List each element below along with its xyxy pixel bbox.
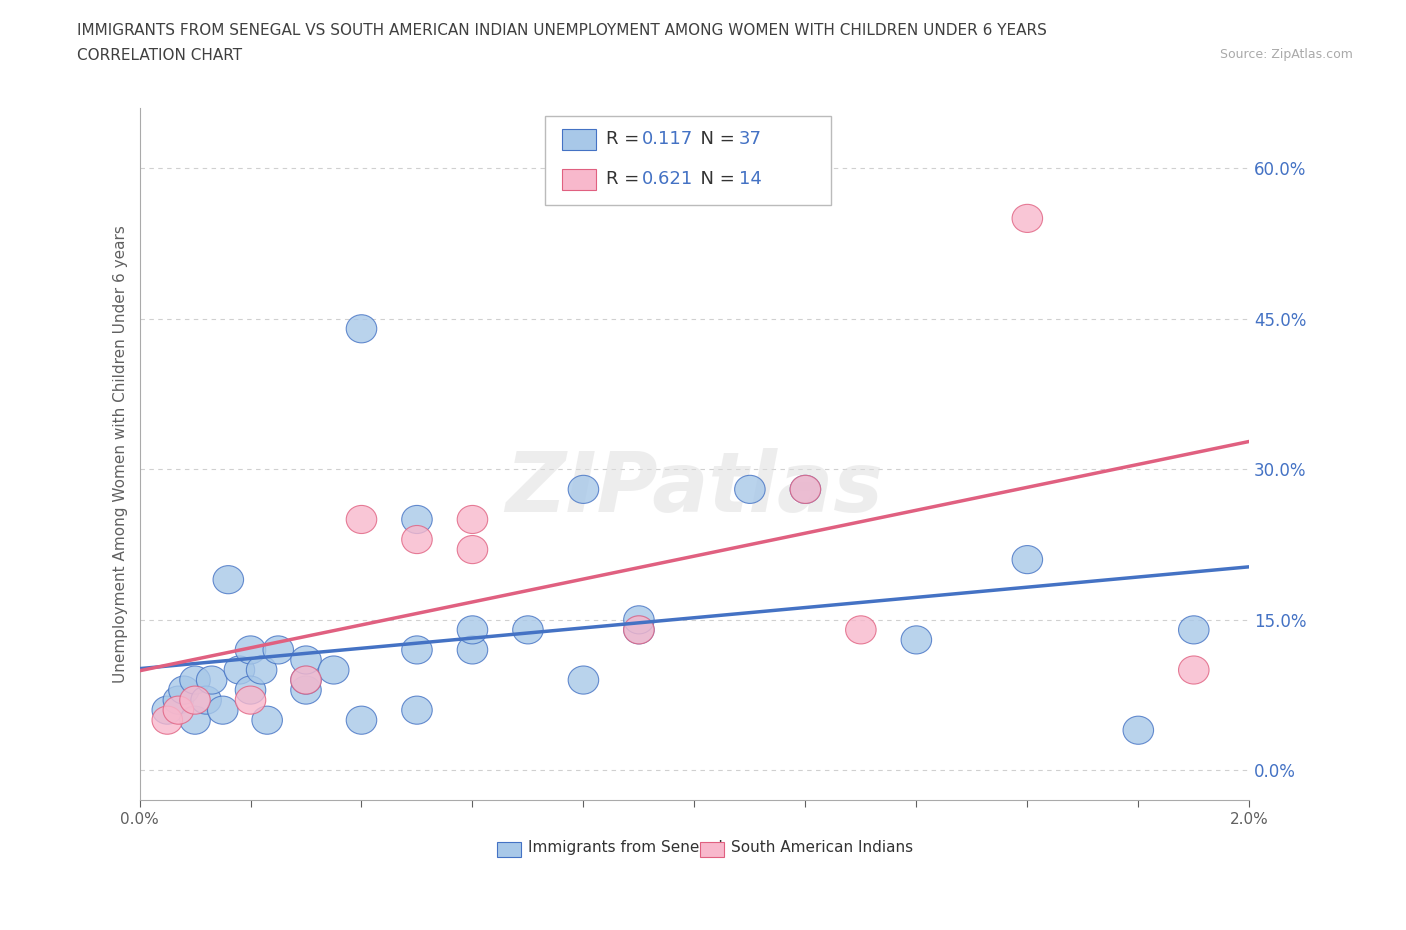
Ellipse shape	[169, 676, 200, 704]
Text: 37: 37	[738, 130, 762, 148]
Ellipse shape	[180, 686, 211, 714]
Ellipse shape	[291, 676, 321, 704]
Ellipse shape	[252, 706, 283, 735]
FancyBboxPatch shape	[496, 842, 522, 857]
Ellipse shape	[1012, 546, 1043, 574]
Ellipse shape	[1123, 716, 1153, 744]
Ellipse shape	[402, 636, 432, 664]
Ellipse shape	[208, 697, 238, 724]
Ellipse shape	[845, 616, 876, 644]
Ellipse shape	[624, 605, 654, 634]
Ellipse shape	[1178, 656, 1209, 684]
Ellipse shape	[152, 706, 183, 735]
FancyBboxPatch shape	[544, 116, 831, 205]
Ellipse shape	[263, 636, 294, 664]
Text: R =: R =	[606, 170, 644, 189]
Ellipse shape	[1012, 205, 1043, 232]
Text: CORRELATION CHART: CORRELATION CHART	[77, 48, 242, 63]
Text: 14: 14	[738, 170, 762, 189]
Ellipse shape	[163, 686, 194, 714]
Ellipse shape	[402, 525, 432, 553]
Ellipse shape	[291, 646, 321, 674]
Ellipse shape	[163, 697, 194, 724]
Ellipse shape	[457, 536, 488, 564]
Ellipse shape	[291, 666, 321, 694]
Ellipse shape	[734, 475, 765, 503]
Text: Immigrants from Senegal: Immigrants from Senegal	[527, 840, 723, 855]
FancyBboxPatch shape	[700, 842, 724, 857]
Text: IMMIGRANTS FROM SENEGAL VS SOUTH AMERICAN INDIAN UNEMPLOYMENT AMONG WOMEN WITH C: IMMIGRANTS FROM SENEGAL VS SOUTH AMERICA…	[77, 23, 1047, 38]
Ellipse shape	[1178, 616, 1209, 644]
Ellipse shape	[568, 666, 599, 694]
Text: ZIPatlas: ZIPatlas	[506, 448, 883, 529]
Text: R =: R =	[606, 130, 644, 148]
Ellipse shape	[291, 666, 321, 694]
Ellipse shape	[901, 626, 932, 654]
Ellipse shape	[346, 314, 377, 343]
Ellipse shape	[346, 505, 377, 534]
Ellipse shape	[235, 686, 266, 714]
Ellipse shape	[224, 656, 254, 684]
Ellipse shape	[790, 475, 821, 503]
Ellipse shape	[457, 505, 488, 534]
Ellipse shape	[624, 616, 654, 644]
Ellipse shape	[235, 676, 266, 704]
Ellipse shape	[180, 706, 211, 735]
FancyBboxPatch shape	[562, 169, 596, 190]
Ellipse shape	[790, 475, 821, 503]
Ellipse shape	[624, 616, 654, 644]
Ellipse shape	[180, 666, 211, 694]
Text: 0.117: 0.117	[643, 130, 693, 148]
Ellipse shape	[214, 565, 243, 593]
Ellipse shape	[568, 475, 599, 503]
FancyBboxPatch shape	[562, 128, 596, 150]
Ellipse shape	[457, 636, 488, 664]
Ellipse shape	[346, 706, 377, 735]
Ellipse shape	[191, 686, 221, 714]
Ellipse shape	[235, 636, 266, 664]
Ellipse shape	[402, 505, 432, 534]
Ellipse shape	[319, 656, 349, 684]
Text: South American Indians: South American Indians	[731, 840, 912, 855]
Ellipse shape	[402, 697, 432, 724]
Ellipse shape	[246, 656, 277, 684]
Text: 0.621: 0.621	[643, 170, 693, 189]
Text: N =: N =	[689, 130, 741, 148]
Y-axis label: Unemployment Among Women with Children Under 6 years: Unemployment Among Women with Children U…	[114, 225, 128, 684]
Ellipse shape	[513, 616, 543, 644]
Ellipse shape	[152, 697, 183, 724]
Ellipse shape	[197, 666, 226, 694]
Text: N =: N =	[689, 170, 741, 189]
Text: Source: ZipAtlas.com: Source: ZipAtlas.com	[1219, 48, 1353, 61]
Ellipse shape	[457, 616, 488, 644]
